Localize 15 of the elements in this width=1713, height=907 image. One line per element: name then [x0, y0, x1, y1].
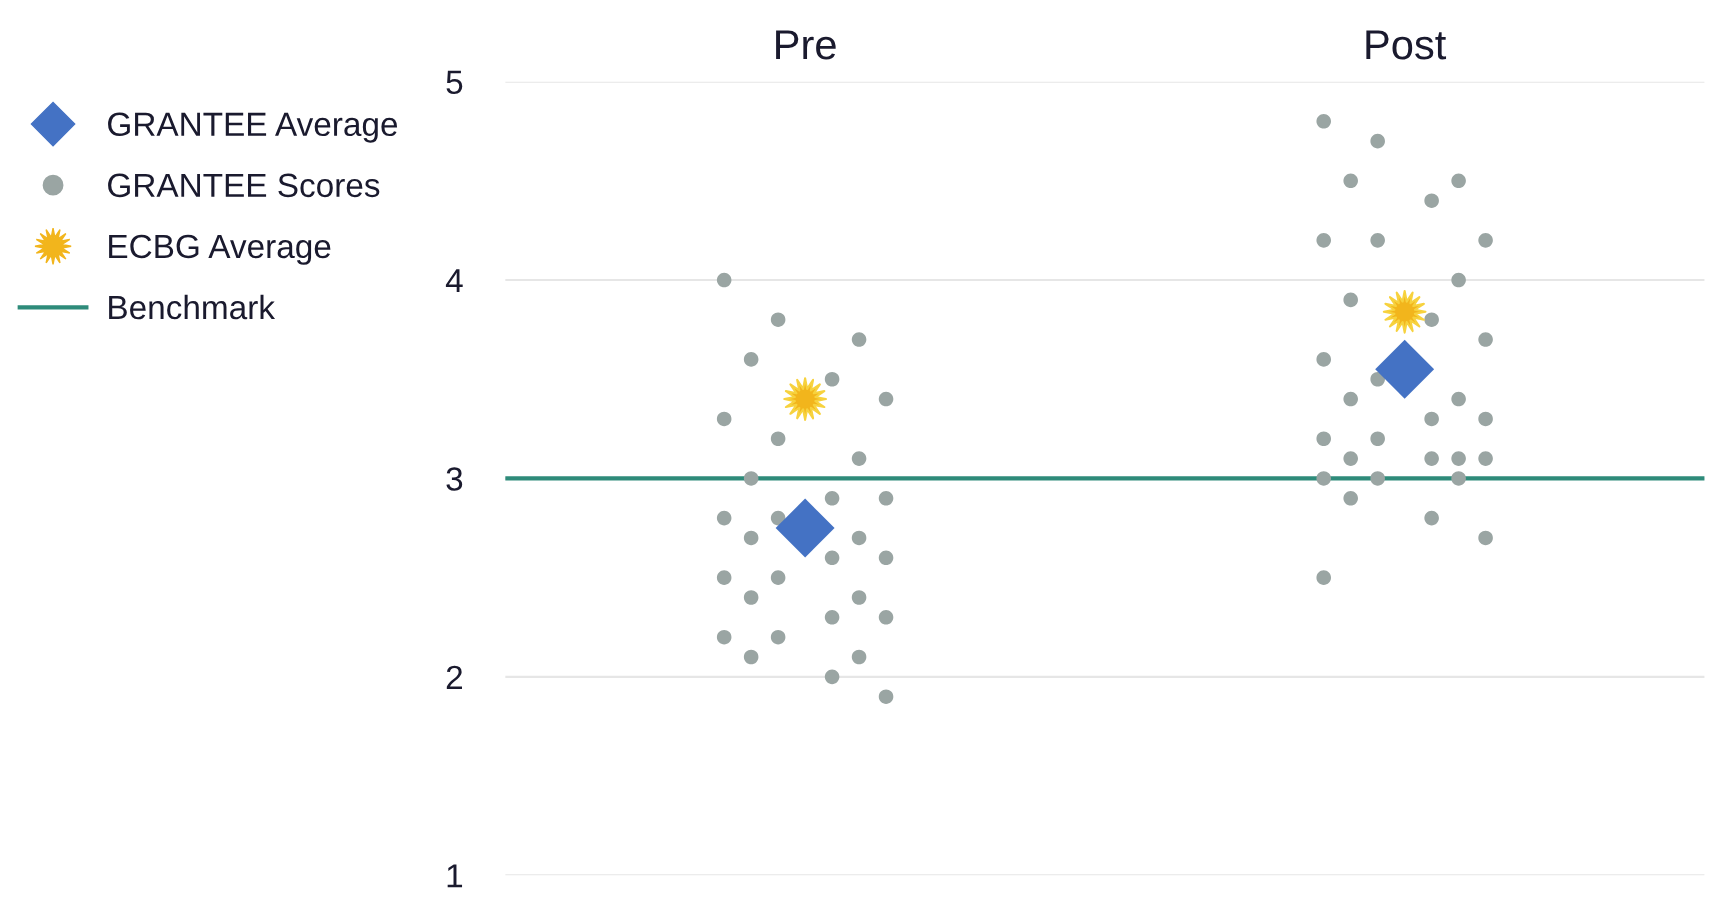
legend-label: Benchmark [109, 294, 276, 320]
y-tick-label: 5 [446, 70, 463, 95]
point [783, 377, 827, 421]
x-tick-label: Post [1366, 30, 1447, 60]
y-tick-label: 3 [446, 467, 463, 491]
point [1375, 339, 1435, 399]
y-tick-label: 1 [447, 864, 463, 888]
legend-label: GRANTEE Average [108, 112, 398, 143]
y-tick-label: 4 [445, 269, 463, 293]
point [775, 498, 835, 558]
point [1382, 289, 1427, 334]
y-tick-label: 2 [446, 665, 462, 689]
legend-label: ECBG Average [109, 234, 331, 265]
legend-label: GRANTEE Scores [108, 173, 380, 198]
x-tick-label: Pre [776, 30, 836, 60]
